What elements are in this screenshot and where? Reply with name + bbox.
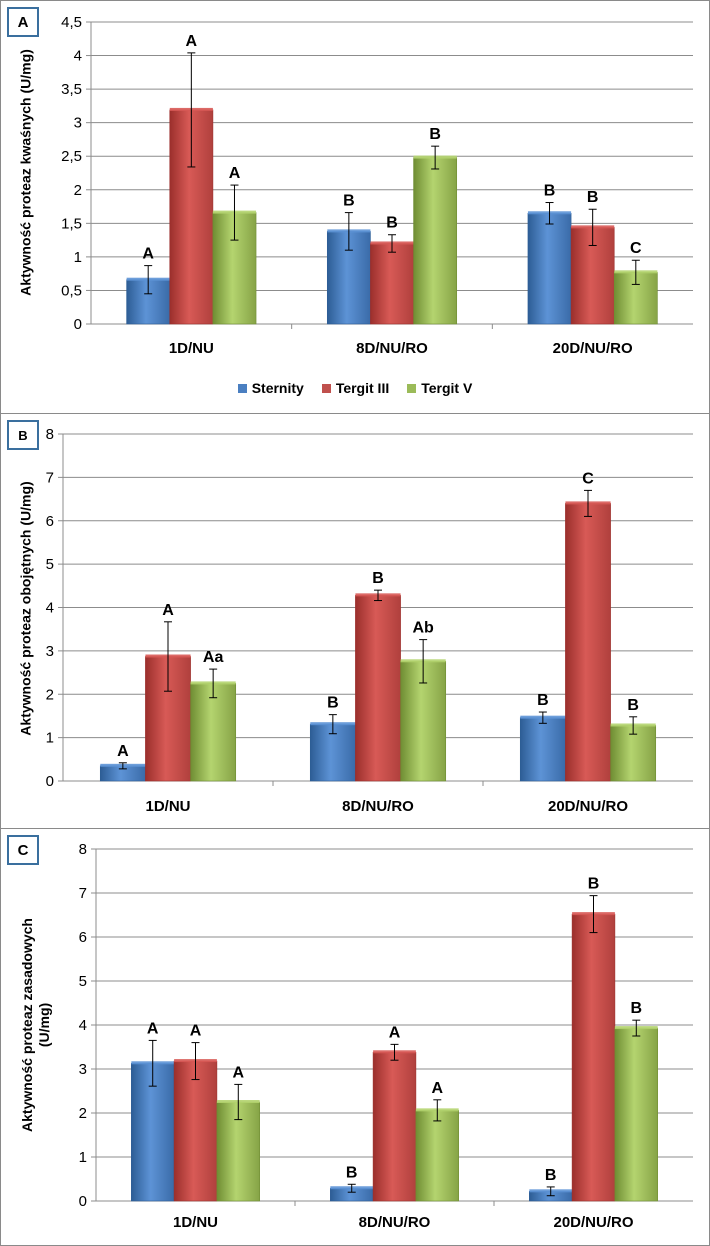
bar [216, 1101, 260, 1202]
y-tick-label: 8 [46, 426, 54, 443]
y-tick-label: 0,5 [61, 282, 82, 299]
y-tick-label: 1 [46, 730, 54, 747]
data-label: B [544, 183, 556, 200]
category-label: 8D/NU/RO [359, 1214, 431, 1231]
y-tick-label: 4 [74, 48, 82, 65]
category-label: 1D/NU [145, 798, 190, 815]
data-label: B [372, 570, 384, 587]
data-label: B [429, 126, 441, 143]
data-label: B [631, 1000, 643, 1017]
legend: Sternity Tergit III Tergit V [1, 380, 709, 396]
data-label: B [327, 695, 339, 712]
y-tick-label: 2 [79, 1105, 87, 1122]
category-label: 8D/NU/RO [342, 798, 414, 815]
category-label: 20D/NU/RO [553, 340, 633, 357]
data-label: Ab [412, 620, 434, 637]
y-tick-label: 3 [46, 643, 54, 660]
bar [370, 243, 414, 325]
legend-label: Sternity [251, 380, 304, 396]
data-label: A [117, 743, 129, 760]
data-label: B [627, 697, 639, 714]
legend-item-tergit-v: Tergit V [407, 380, 472, 396]
legend-item-sternity: Sternity [237, 380, 304, 396]
y-tick-label: 4 [79, 1017, 87, 1034]
bar [190, 683, 237, 782]
category-label: 1D/NU [173, 1214, 218, 1231]
data-label: A [432, 1080, 444, 1097]
data-label: B [587, 189, 599, 206]
legend-swatch [407, 383, 417, 393]
bar [519, 717, 566, 782]
data-label: Aa [203, 649, 224, 666]
y-tick-label: 1,5 [61, 215, 82, 232]
data-label: A [147, 1020, 159, 1037]
y-tick-label: 6 [79, 929, 87, 946]
bar [610, 725, 657, 782]
bar [565, 503, 611, 782]
data-label: B [343, 193, 355, 210]
y-tick-label: 4 [46, 600, 54, 617]
bar [173, 1060, 218, 1202]
y-tick-label: 1 [79, 1149, 87, 1166]
bar-chart: 0 1 2 3 4 5 6 7 8 1D/NU A A Aa 8D/NU/RO B B Ab 20D/NU/RO B… [46, 426, 693, 815]
legend-label: Tergit V [421, 380, 473, 396]
legend-label: Tergit III [335, 380, 390, 396]
y-tick-label: 6 [46, 513, 54, 530]
data-label: A [142, 246, 154, 263]
y-tick-label: 3,5 [61, 81, 82, 98]
data-label: B [545, 1167, 557, 1184]
bar [413, 157, 458, 325]
panel-badge: B [7, 420, 39, 450]
data-label: B [346, 1164, 358, 1181]
category-label: 8D/NU/RO [356, 340, 428, 357]
chart-panel-a: A Aktywność proteaz kwaśnych (U/mg) 0 0,5… [0, 0, 710, 414]
legend-swatch [237, 383, 247, 393]
panel-badge: A [7, 7, 39, 37]
category-label: 20D/NU/RO [553, 1214, 633, 1231]
bar [415, 1110, 459, 1202]
y-tick-label: 0 [79, 1193, 87, 1210]
data-label: A [186, 33, 198, 50]
category-label: 1D/NU [169, 340, 214, 357]
data-label: A [162, 602, 174, 619]
data-label: C [630, 240, 642, 257]
y-tick-label: 5 [79, 973, 87, 990]
y-tick-label: 7 [46, 469, 54, 486]
data-label: A [229, 165, 241, 182]
category-label: 20D/NU/RO [548, 798, 628, 815]
y-tick-label: 0 [46, 773, 54, 790]
data-label: A [389, 1024, 401, 1041]
bar [372, 1051, 417, 1202]
y-tick-label: 1 [74, 249, 82, 266]
y-tick-label: 7 [79, 885, 87, 902]
y-tick-label: 8 [79, 841, 87, 858]
y-tick-label: 2 [74, 182, 82, 199]
data-label: A [233, 1064, 245, 1081]
bar [571, 913, 616, 1202]
data-label: B [537, 692, 549, 709]
bar [614, 1027, 658, 1202]
y-tick-label: 4,5 [61, 14, 82, 31]
bar-chart: 0 1 2 3 4 5 6 7 8 1D/NU A A A 8D/NU/RO B A A 20D/NU/RO B B B [79, 841, 693, 1231]
data-label: B [386, 215, 398, 232]
y-tick-label: 2 [46, 686, 54, 703]
bar [527, 212, 572, 325]
y-tick-label: 3 [74, 115, 82, 132]
bar-chart: 0 0,5 1 1,5 2 2,5 3 3,5 4 4,5 1D/NU A A A 8D/NU/RO B B B 2… [61, 14, 693, 357]
bar [355, 595, 401, 782]
legend-swatch [321, 383, 331, 393]
panel-badge: C [7, 835, 39, 865]
y-tick-label: 5 [46, 556, 54, 573]
y-tick-label: 0 [74, 316, 82, 333]
legend-item-tergit-iii: Tergit III [321, 380, 390, 396]
y-tick-label: 3 [79, 1061, 87, 1078]
data-label: C [582, 470, 594, 487]
data-label: B [588, 876, 600, 893]
y-tick-label: 2,5 [61, 148, 82, 165]
data-label: A [190, 1023, 202, 1040]
